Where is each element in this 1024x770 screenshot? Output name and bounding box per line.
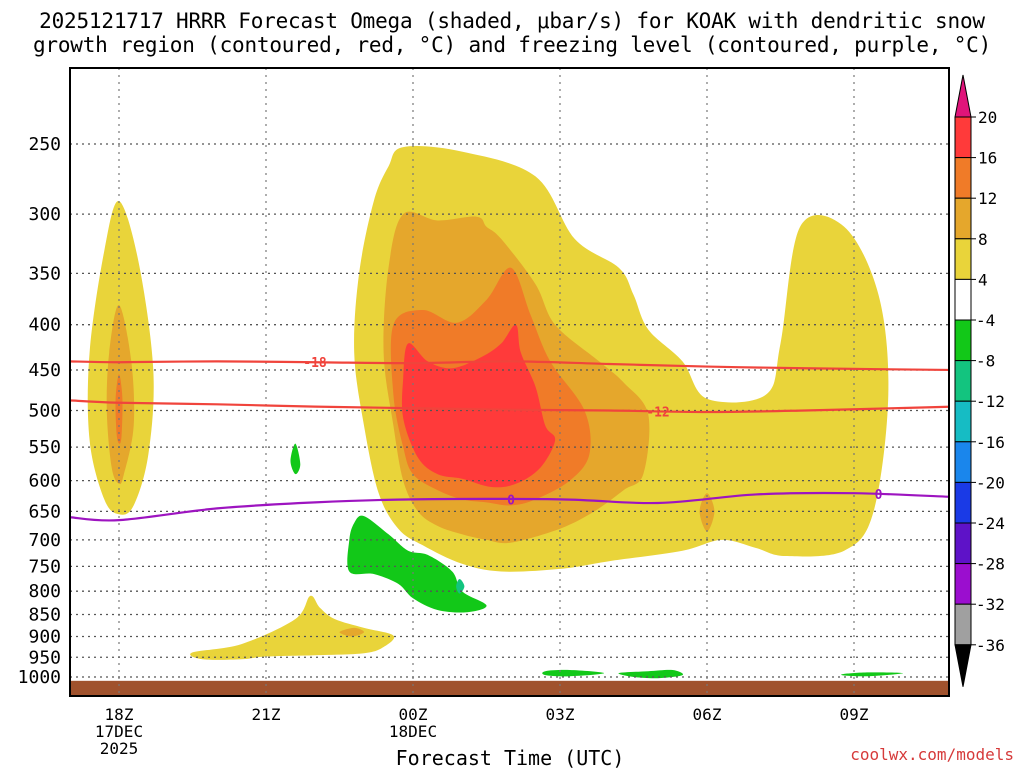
colorbar-box-7 [954,400,972,443]
y-tick-label-500: 500 [28,401,61,422]
x-tick-label-00Z: 00Z [399,705,428,724]
chart-title-line-2: growth region (contoured, red, °C) and f… [32,33,992,57]
contour-dgz--18C [70,360,949,372]
omega-region--4to-8 [841,672,903,677]
omega-region--8to-12 [456,579,465,594]
y-tick-label-300: 300 [28,204,61,225]
y-tick-label-550: 550 [28,437,61,458]
contour-dgz--12C [70,399,949,414]
grid-lines [70,68,949,696]
colorbar-label--12: -12 [976,392,1005,411]
x-tick-label-18Z: 18Z [105,705,134,724]
omega-region--4to-8 [542,669,605,677]
plot-frame [69,67,950,697]
x-tick-year-18Z: 2025 [100,739,139,758]
y-tick-label-650: 650 [28,501,61,522]
colorbar-box-8 [954,441,972,483]
colorbar-box-4 [954,278,972,321]
omega-region--4to-8 [618,669,684,679]
y-tick-label-750: 750 [28,556,61,577]
omega-region-8-12 [699,493,715,532]
colorbar-box-9 [954,481,972,524]
x-tick-date-00Z: 18DEC [389,722,437,741]
x-tick-label-09Z: 09Z [840,705,869,724]
x-tick-date-18Z: 17DEC [95,722,143,741]
y-tick-label-400: 400 [28,315,61,336]
contour-freezing-level [70,491,949,522]
y-tick-label-950: 950 [28,647,61,668]
colorbar-label--28: -28 [976,555,1005,574]
omega-region-8-12 [339,627,365,637]
y-tick-label-450: 450 [28,360,61,381]
colorbar-label--8: -8 [976,352,995,371]
y-tick-label-700: 700 [28,530,61,551]
omega-region-12-16 [115,374,123,444]
colorbar-box-1 [954,157,972,199]
colorbar-bottom-arrow [954,644,972,687]
colorbar-label--24: -24 [976,514,1005,533]
site-credit: coolwx.com/models [850,745,1014,764]
colorbar-label-16: 16 [978,149,997,168]
colorbar-box-3 [954,238,972,280]
y-tick-label-900: 900 [28,626,61,647]
colorbar: 20 16 12 8 4 -4 -8 -12 -16 -20 -24 -28 -32 -36 [954,74,1005,687]
y-tick-label-350: 350 [28,263,61,284]
colorbar-box-11 [954,563,972,605]
y-tick-label-1000: 1000 [18,667,61,688]
colorbar-label--16: -16 [976,433,1005,452]
terrain-fill [70,680,949,696]
chart-title-line-1: 2025121717 HRRR Forecast Omega (shaded, … [39,9,985,33]
colorbar-label-8: 8 [978,230,988,249]
x-tick-label-21Z: 21Z [252,705,281,724]
omega-region-4-8 [190,595,395,660]
colorbar-box-5 [954,319,972,362]
x-tick-label-03Z: 03Z [546,705,575,724]
x-tick-label-06Z: 06Z [693,705,722,724]
colorbar-label-12: 12 [978,189,997,208]
contour-label: -12 [646,405,669,420]
y-axis-ticks: 2503003504004505005506006507007508008509… [18,134,61,688]
omega-region--4to-8 [290,443,301,475]
colorbar-label-20: 20 [978,108,997,127]
colorbar-label--4: -4 [976,311,995,330]
y-tick-label-800: 800 [28,581,61,602]
colorbar-box-2 [954,197,972,240]
colorbar-top-arrow [954,74,972,118]
contour-label: 0 [507,493,515,508]
colorbar-label--20: -20 [976,473,1005,492]
colorbar-box-12 [954,603,972,646]
x-axis-label: Forecast Time (UTC) [395,746,625,770]
y-tick-label-600: 600 [28,471,61,492]
y-tick-label-850: 850 [28,605,61,626]
contour-label: -18 [303,356,327,371]
colorbar-label--32: -32 [976,595,1005,614]
omega-shading [87,146,903,679]
colorbar-box-6 [954,360,972,402]
colorbar-label-4: 4 [978,270,988,289]
colorbar-label--36: -36 [976,636,1005,655]
temperature-contours: 0 0 -18 -12 [70,356,949,522]
contour-label: 0 [875,488,883,503]
colorbar-box-0 [954,116,972,159]
colorbar-box-10 [954,522,972,565]
y-tick-label-250: 250 [28,134,61,155]
omega-region-16-20 [401,324,556,488]
terrain-band [70,680,949,696]
